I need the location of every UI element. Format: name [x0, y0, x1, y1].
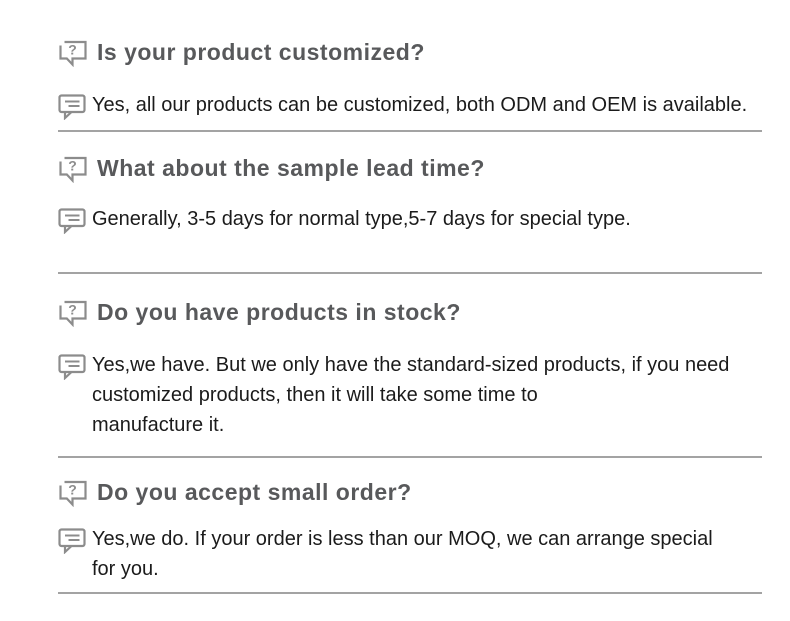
chat-bubble-icon — [58, 94, 86, 125]
question-text: Is your product customized? — [97, 39, 425, 65]
svg-text:?: ? — [68, 482, 77, 498]
answer-line: Yes,we do. If your order is less than ou… — [92, 528, 713, 550]
faq-answer: Yes,we do. If your order is less than ou… — [58, 524, 762, 584]
question-bubble-icon: ? — [58, 156, 88, 188]
answer-line: Yes, all our products can be customized,… — [92, 94, 748, 116]
faq-question: ? Is your product customized? — [58, 38, 762, 72]
faq-item: ? Is your product customized? Yes, all o… — [58, 38, 762, 121]
svg-text:?: ? — [68, 158, 77, 174]
faq-item: ? Do you accept small order? Yes,we do. … — [58, 478, 762, 584]
question-text: Do you have products in stock? — [97, 299, 461, 325]
answer-line: for you. — [92, 558, 159, 580]
faq-section: ? Is your product customized? Yes, all o… — [58, 38, 762, 594]
question-text: What about the sample lead time? — [97, 155, 485, 181]
faq-item: ? What about the sample lead time? Gener… — [58, 154, 762, 235]
section-divider — [58, 592, 762, 594]
question-bubble-icon: ? — [58, 300, 88, 332]
section-divider — [58, 272, 762, 274]
section-divider — [58, 456, 762, 458]
answer-line: Generally, 3-5 days for normal type,5-7 … — [92, 208, 631, 230]
svg-text:?: ? — [68, 302, 77, 318]
question-bubble-icon: ? — [58, 480, 88, 512]
faq-answer: Yes, all our products can be customized,… — [58, 90, 762, 121]
answer-line: manufacture it. — [92, 414, 225, 436]
question-text: Do you accept small order? — [97, 479, 412, 505]
faq-answer: Yes,we have. But we only have the standa… — [58, 350, 762, 440]
chat-bubble-icon — [58, 208, 86, 239]
faq-question: ? What about the sample lead time? — [58, 154, 762, 188]
chat-bubble-icon — [58, 528, 86, 559]
faq-item: ? Do you have products in stock? Yes,we … — [58, 298, 762, 440]
answer-line: Yes,we have. But we only have the standa… — [92, 354, 730, 376]
faq-question: ? Do you accept small order? — [58, 478, 762, 512]
faq-question: ? Do you have products in stock? — [58, 298, 762, 332]
faq-answer: Generally, 3-5 days for normal type,5-7 … — [58, 204, 762, 235]
section-divider — [58, 130, 762, 132]
svg-text:?: ? — [68, 42, 77, 58]
answer-line: customized products, then it will take s… — [92, 384, 538, 406]
chat-bubble-icon — [58, 354, 86, 385]
question-bubble-icon: ? — [58, 40, 88, 72]
